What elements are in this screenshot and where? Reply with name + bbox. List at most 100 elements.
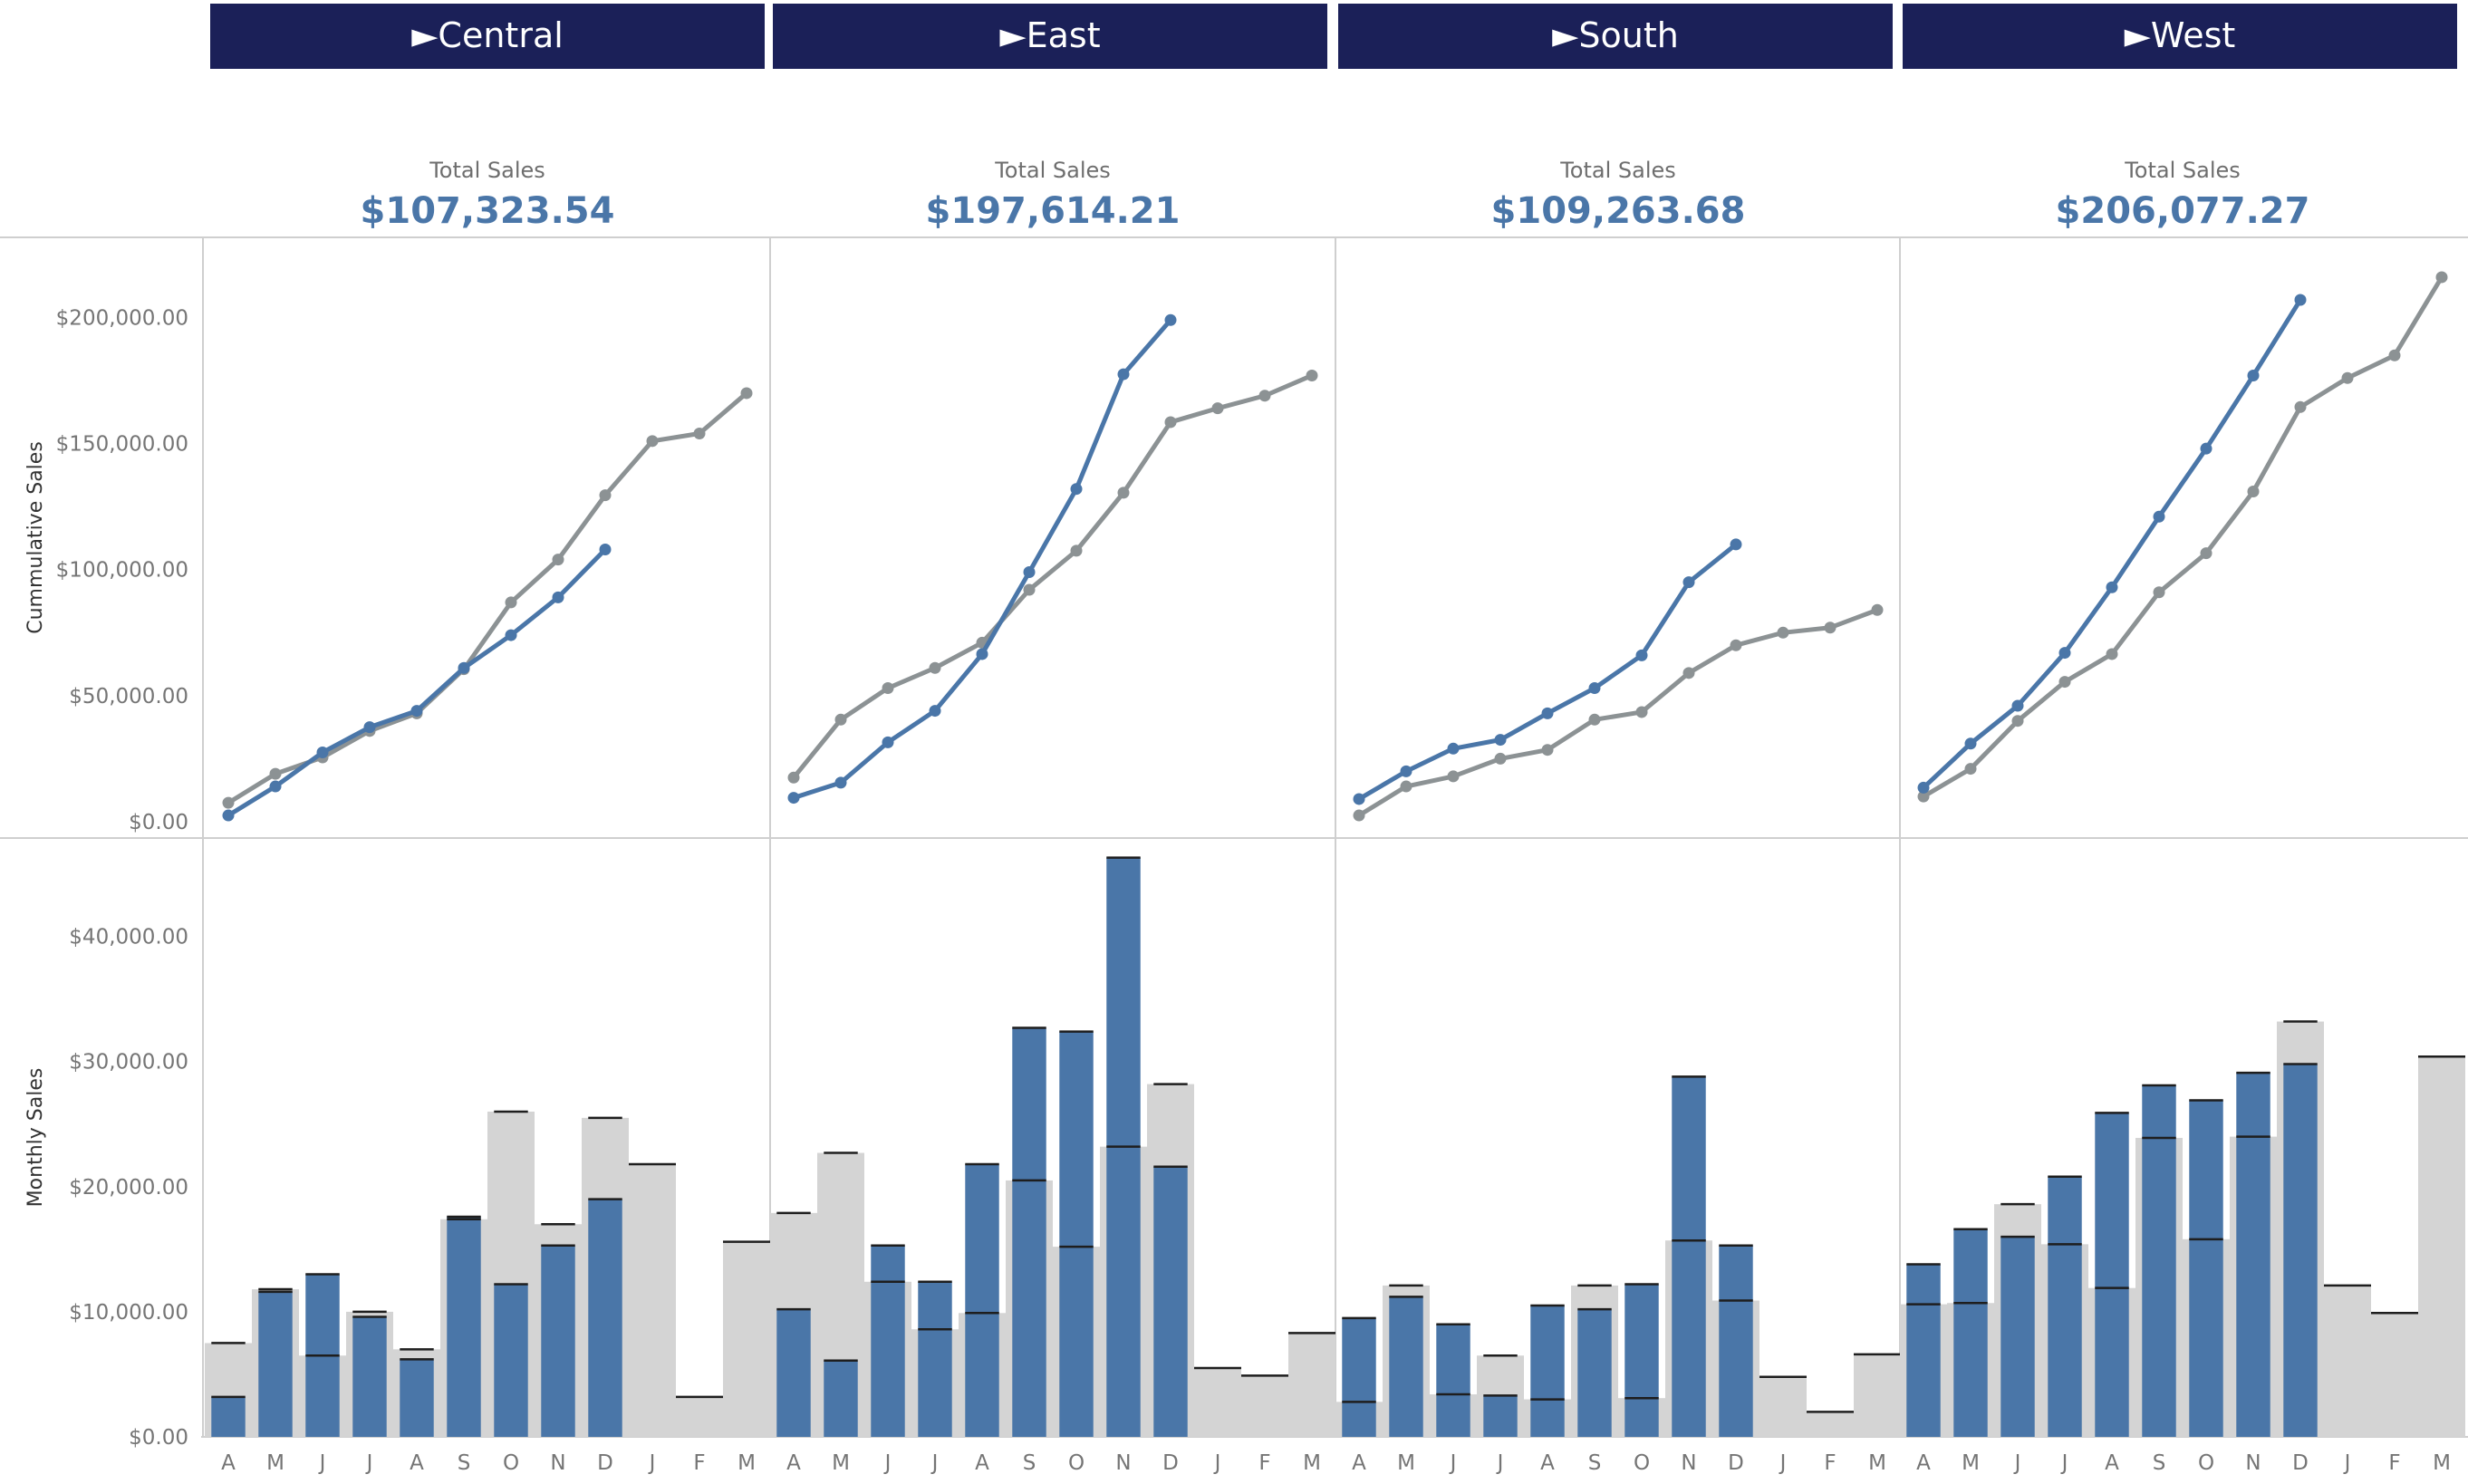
prior-year-point[interactable]: [1635, 706, 1648, 718]
current-year-bar[interactable]: [776, 1309, 811, 1437]
prior-year-point[interactable]: [740, 387, 753, 400]
current-year-point[interactable]: [316, 746, 329, 758]
current-year-point[interactable]: [1164, 313, 1177, 326]
current-year-bar[interactable]: [541, 1245, 575, 1437]
current-year-bar[interactable]: [447, 1216, 481, 1437]
current-year-bar[interactable]: [494, 1284, 528, 1437]
current-year-point[interactable]: [1353, 793, 1365, 805]
current-year-bar[interactable]: [400, 1359, 434, 1437]
prior-year-point[interactable]: [1964, 763, 1977, 776]
prior-year-point[interactable]: [1164, 416, 1177, 429]
region-header-east[interactable]: [773, 4, 1327, 69]
prior-year-bar[interactable]: [1288, 1333, 1335, 1437]
prior-year-point[interactable]: [1211, 402, 1224, 415]
prior-year-point[interactable]: [2153, 586, 2165, 599]
region-header-central[interactable]: [210, 4, 765, 69]
current-year-bar[interactable]: [1389, 1296, 1423, 1437]
current-year-point[interactable]: [1541, 707, 1554, 719]
current-year-bar[interactable]: [211, 1396, 246, 1437]
current-year-point[interactable]: [787, 792, 800, 805]
prior-year-point[interactable]: [646, 435, 659, 448]
current-year-bar[interactable]: [1577, 1309, 1612, 1437]
current-year-point[interactable]: [1682, 576, 1695, 589]
current-year-point[interactable]: [1400, 765, 1412, 777]
region-header-west[interactable]: [1903, 4, 2457, 69]
prior-year-point[interactable]: [1824, 622, 1837, 634]
prior-year-bar[interactable]: [629, 1163, 676, 1437]
current-year-point[interactable]: [1494, 734, 1507, 747]
prior-year-point[interactable]: [2011, 715, 2024, 728]
current-year-bar[interactable]: [2189, 1100, 2223, 1437]
current-year-bar[interactable]: [1530, 1306, 1565, 1437]
current-year-bar[interactable]: [2283, 1064, 2318, 1437]
current-year-bar[interactable]: [2142, 1084, 2176, 1437]
current-year-bar[interactable]: [1342, 1317, 1376, 1437]
current-year-bar[interactable]: [1436, 1324, 1470, 1437]
current-year-bar[interactable]: [1953, 1229, 1988, 1437]
current-year-point[interactable]: [1635, 649, 1648, 661]
prior-year-point[interactable]: [2106, 648, 2118, 660]
current-year-bar[interactable]: [1719, 1245, 1753, 1437]
current-year-bar[interactable]: [2000, 1237, 2035, 1437]
current-year-point[interactable]: [269, 780, 282, 793]
current-year-point[interactable]: [976, 648, 988, 660]
prior-year-point[interactable]: [693, 427, 706, 439]
current-year-bar[interactable]: [1906, 1264, 1941, 1437]
current-year-bar[interactable]: [1059, 1031, 1094, 1437]
current-year-bar[interactable]: [588, 1199, 622, 1437]
current-year-point[interactable]: [1070, 483, 1083, 496]
current-year-point[interactable]: [1730, 538, 1742, 551]
prior-year-point[interactable]: [222, 796, 235, 809]
prior-year-point[interactable]: [929, 661, 941, 674]
prior-year-point[interactable]: [787, 771, 800, 784]
current-year-point[interactable]: [2200, 442, 2213, 455]
current-year-point[interactable]: [1917, 781, 1930, 794]
prior-year-bar[interactable]: [1241, 1375, 1288, 1437]
prior-year-bar[interactable]: [1807, 1412, 1854, 1437]
prior-year-point[interactable]: [1070, 544, 1083, 557]
prior-year-point[interactable]: [1494, 752, 1507, 765]
prior-year-point[interactable]: [1541, 744, 1554, 756]
current-year-bar[interactable]: [258, 1291, 293, 1437]
prior-year-point[interactable]: [1777, 626, 1789, 639]
current-year-point[interactable]: [552, 591, 564, 603]
current-year-bar[interactable]: [1153, 1166, 1188, 1437]
current-year-point[interactable]: [2247, 369, 2260, 381]
prior-year-point[interactable]: [2341, 371, 2354, 384]
prior-year-bar[interactable]: [2371, 1313, 2418, 1437]
prior-year-point[interactable]: [834, 713, 847, 726]
prior-year-bar[interactable]: [2324, 1285, 2371, 1437]
prior-year-point[interactable]: [1117, 487, 1130, 499]
current-year-point[interactable]: [458, 661, 470, 674]
prior-year-point[interactable]: [1917, 790, 1930, 803]
current-year-point[interactable]: [2294, 294, 2307, 306]
prior-year-point[interactable]: [269, 767, 282, 780]
prior-year-point[interactable]: [1730, 639, 1742, 651]
prior-year-point[interactable]: [2247, 485, 2260, 497]
current-year-point[interactable]: [599, 543, 612, 555]
current-year-point[interactable]: [1447, 742, 1460, 755]
current-year-bar[interactable]: [2048, 1176, 2082, 1437]
current-year-point[interactable]: [1117, 368, 1130, 381]
current-year-point[interactable]: [410, 705, 423, 718]
current-year-point[interactable]: [1964, 737, 1977, 750]
current-year-bar[interactable]: [1483, 1395, 1518, 1437]
current-year-point[interactable]: [882, 736, 894, 748]
prior-year-point[interactable]: [2058, 676, 2071, 689]
prior-year-bar[interactable]: [1194, 1368, 1241, 1437]
prior-year-bar[interactable]: [1854, 1354, 1901, 1437]
prior-year-point[interactable]: [1258, 390, 1271, 402]
current-year-point[interactable]: [222, 809, 235, 822]
current-year-bar[interactable]: [1672, 1076, 1706, 1437]
prior-year-point[interactable]: [2200, 547, 2213, 560]
prior-year-point[interactable]: [1588, 713, 1601, 726]
current-year-point[interactable]: [363, 721, 376, 734]
current-year-point[interactable]: [1588, 682, 1601, 695]
prior-year-bar[interactable]: [2418, 1056, 2465, 1437]
prior-year-point[interactable]: [1023, 583, 1036, 596]
prior-year-point[interactable]: [552, 554, 564, 566]
current-year-point[interactable]: [2058, 647, 2071, 660]
prior-year-point[interactable]: [599, 489, 612, 502]
prior-year-bar[interactable]: [723, 1241, 770, 1437]
current-year-point[interactable]: [2011, 699, 2024, 712]
